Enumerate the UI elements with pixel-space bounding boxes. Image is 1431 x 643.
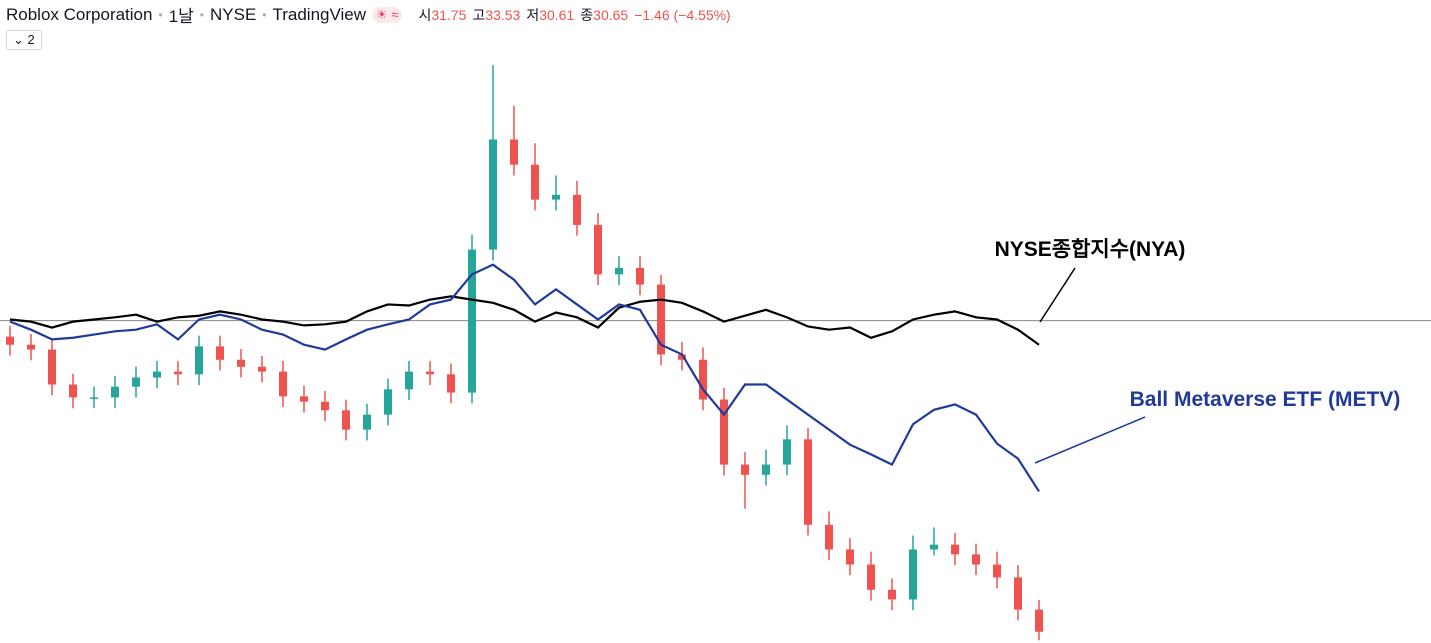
candle-body (216, 346, 224, 360)
ohlc-value: 30.65 (593, 6, 629, 23)
candle-body (195, 346, 203, 375)
candle-body (678, 354, 686, 360)
candle-body (132, 377, 140, 387)
ohlc: 시31.75 고33.53 저30.61 종30.65 −1.46 (−4.55%) (418, 5, 736, 25)
candle-body (300, 396, 308, 402)
candle-body (342, 410, 350, 430)
candle-body (552, 194, 560, 200)
candle-body (846, 549, 854, 565)
candle-body (405, 371, 413, 390)
ohlc-label: 종 (580, 6, 594, 23)
header: Roblox Corporation • 1날 • NYSE • TradingVie… (6, 2, 737, 27)
change: −1.46 (−4.55%) (634, 6, 731, 23)
candle-body (888, 589, 896, 600)
candle-body (69, 384, 77, 398)
legend-pointer (1039, 267, 1076, 323)
candle-body (783, 439, 791, 465)
ohlc-label: 시 (418, 6, 432, 23)
candle-body (510, 139, 518, 165)
exchange: NYSE (209, 4, 257, 24)
candle-body (993, 564, 1001, 578)
candle-body (447, 374, 455, 393)
ohlc-value: 31.75 (431, 6, 467, 23)
candle-body (699, 359, 707, 400)
candle-body (972, 554, 980, 565)
candle-body (489, 139, 497, 250)
candle-body (321, 401, 329, 411)
market-status[interactable]: ☀ ≈ (372, 6, 403, 23)
ohlc-value: 30.61 (539, 6, 575, 23)
candle-body (636, 267, 644, 285)
candle-body (426, 371, 434, 375)
candle-body (594, 224, 602, 275)
candle-body (1014, 577, 1022, 610)
legend-label: NYSE종합지수(NYA) (995, 238, 1186, 261)
series-line (9, 295, 1040, 346)
candle-body (804, 439, 812, 525)
candle-body (531, 164, 539, 200)
indicator-toggle[interactable]: ⌄ 2 (6, 30, 42, 50)
candle-body (867, 564, 875, 590)
candle-body (762, 464, 770, 475)
ohlc-label: 저 (526, 6, 540, 23)
candle-body (153, 371, 161, 378)
candle-body (657, 284, 665, 355)
candle-body (951, 544, 959, 555)
candle-body (825, 524, 833, 550)
candle-body (741, 464, 749, 475)
candle-body (174, 371, 182, 375)
candle-body (237, 359, 245, 367)
ohlc-value: 33.53 (485, 6, 521, 23)
source: TradingView (272, 4, 367, 24)
symbol-title[interactable]: Roblox Corporation (6, 4, 153, 24)
ohlc-label: 고 (472, 6, 486, 23)
candle-body (111, 386, 119, 398)
candle-body (930, 544, 938, 550)
indicator-count: 2 (27, 32, 35, 47)
candle-body (90, 397, 98, 399)
candle-body (909, 549, 917, 600)
legend-label: Ball Metaverse ETF (METV) (1130, 388, 1401, 411)
candle-body (258, 366, 266, 372)
candle-body (1035, 609, 1043, 632)
candle-body (6, 336, 14, 345)
candle-body (48, 349, 56, 385)
series-line (9, 263, 1040, 493)
candle-body (279, 371, 287, 397)
candle-body (615, 267, 623, 275)
candle-body (468, 249, 476, 393)
interval[interactable]: 1날 (168, 7, 194, 26)
candle-body (363, 414, 371, 430)
candle-body (720, 399, 728, 465)
candle-body (27, 344, 35, 350)
candle-body (384, 389, 392, 415)
legend-pointer (1034, 416, 1146, 464)
candle-body (573, 194, 581, 225)
